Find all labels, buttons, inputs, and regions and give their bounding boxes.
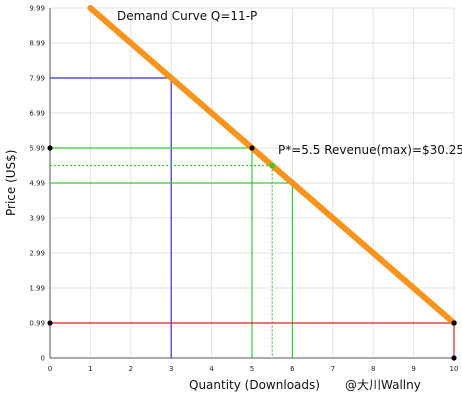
y-tick-label: 1.99 [29, 285, 45, 293]
x-tick-label: 4 [209, 365, 214, 373]
x-tick-label: 10 [450, 365, 459, 373]
curve-point-dot [249, 145, 255, 151]
x-tick-label: 1 [88, 365, 92, 373]
x-tick-label: 8 [371, 365, 375, 373]
marker-dots [47, 145, 457, 361]
y-tick-label: 2.99 [29, 250, 45, 258]
x-tick-label: 2 [129, 365, 133, 373]
x-tick-label: 3 [169, 365, 173, 373]
price-axis-dot [47, 145, 53, 151]
x-tick-label: 6 [290, 365, 295, 373]
y-axis-title: Price (US$) [4, 150, 18, 217]
x-tick-label: 0 [48, 365, 52, 373]
y-tick-label: 6.99 [29, 110, 45, 118]
y-tick-label: 4.99 [29, 180, 45, 188]
chart-title: Demand Curve Q=11-P [117, 9, 257, 23]
y-tick-label: 8.99 [29, 40, 45, 48]
quantity-axis-dot [451, 355, 457, 361]
price-markers [50, 77, 455, 358]
tick-labels: 0 1 2 3 4 5 6 7 8 9 10 0 0.99 1.99 2.99 3.99 4.99 5.99 6.9… [29, 5, 458, 374]
y-tick-label: 7.99 [29, 75, 45, 83]
curve-point-dot [451, 320, 457, 326]
y-tick-label: 5.99 [29, 145, 45, 153]
x-tick-label: 5 [250, 365, 254, 373]
y-tick-label: 9.99 [29, 5, 45, 13]
x-tick-label: 7 [331, 365, 335, 373]
y-tick-label: 3.99 [29, 215, 45, 223]
revenue-annotation: P*=5.5 Revenue(max)=$30.25 [278, 143, 462, 157]
y-tick-label: 0 [41, 355, 45, 363]
optimum-point [269, 162, 276, 169]
x-axis-title: Quantity (Downloads) [189, 378, 320, 392]
y-tick-label: 0.99 [29, 320, 45, 328]
x-tick-label: 9 [411, 365, 415, 373]
price-axis-dot [47, 320, 53, 326]
credit-label: @大川Wallny [345, 378, 421, 392]
